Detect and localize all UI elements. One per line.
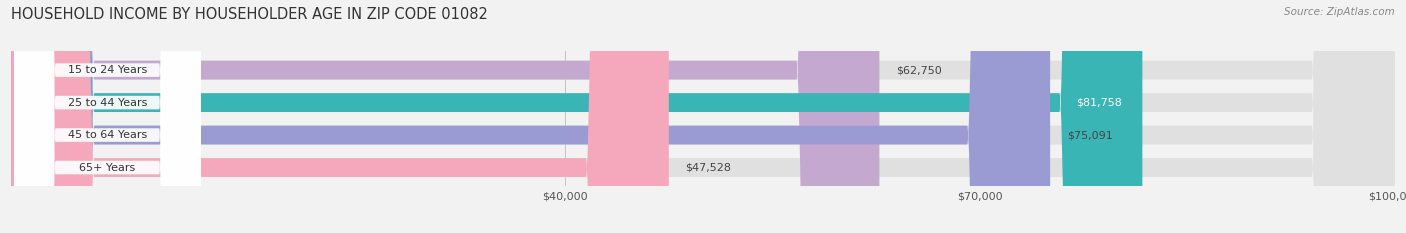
FancyBboxPatch shape — [14, 0, 201, 233]
Text: 65+ Years: 65+ Years — [79, 163, 135, 173]
Text: 45 to 64 Years: 45 to 64 Years — [67, 130, 148, 140]
Text: $47,528: $47,528 — [685, 163, 731, 173]
FancyBboxPatch shape — [14, 0, 201, 233]
FancyBboxPatch shape — [14, 0, 201, 233]
FancyBboxPatch shape — [14, 0, 201, 233]
Text: HOUSEHOLD INCOME BY HOUSEHOLDER AGE IN ZIP CODE 01082: HOUSEHOLD INCOME BY HOUSEHOLDER AGE IN Z… — [11, 7, 488, 22]
Text: $62,750: $62,750 — [896, 65, 942, 75]
Text: $75,091: $75,091 — [1067, 130, 1112, 140]
Text: 15 to 24 Years: 15 to 24 Years — [67, 65, 148, 75]
FancyBboxPatch shape — [11, 0, 1395, 233]
FancyBboxPatch shape — [11, 0, 1395, 233]
Text: $81,758: $81,758 — [1076, 98, 1122, 108]
FancyBboxPatch shape — [11, 0, 669, 233]
FancyBboxPatch shape — [11, 0, 1395, 233]
FancyBboxPatch shape — [11, 0, 879, 233]
FancyBboxPatch shape — [11, 0, 1050, 233]
Text: 25 to 44 Years: 25 to 44 Years — [67, 98, 148, 108]
FancyBboxPatch shape — [11, 0, 1142, 233]
Text: Source: ZipAtlas.com: Source: ZipAtlas.com — [1284, 7, 1395, 17]
FancyBboxPatch shape — [11, 0, 1395, 233]
